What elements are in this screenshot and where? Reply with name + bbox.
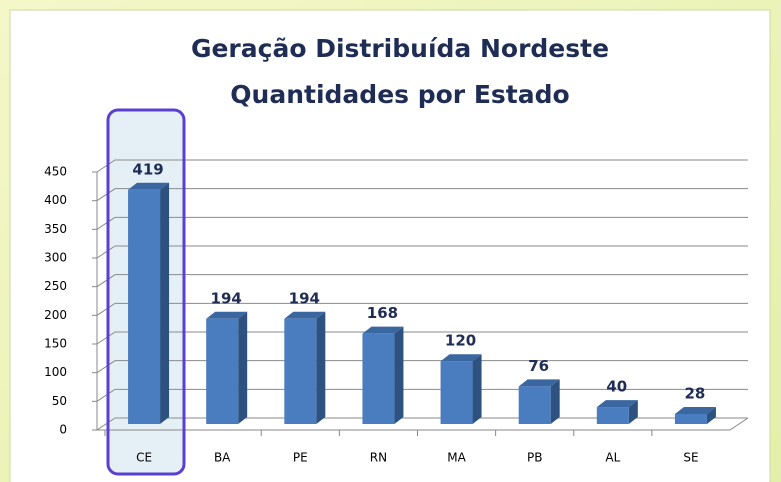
data-label: 168 bbox=[367, 304, 398, 322]
grid-line bbox=[96, 159, 748, 173]
bar-side bbox=[238, 311, 248, 424]
bar bbox=[674, 406, 716, 424]
y-tick-label: 450 bbox=[44, 165, 67, 179]
bar bbox=[362, 326, 404, 424]
data-label: 194 bbox=[211, 289, 242, 307]
bar bbox=[518, 379, 560, 424]
bar-side bbox=[550, 379, 560, 424]
bar-front bbox=[128, 189, 161, 424]
bar-top bbox=[284, 311, 326, 319]
x-tick-label: AL bbox=[605, 451, 620, 465]
bar-front bbox=[284, 318, 317, 424]
bar bbox=[440, 354, 482, 424]
x-tick-label: PB bbox=[527, 451, 542, 465]
x-tick-label: MA bbox=[447, 451, 466, 465]
bar bbox=[596, 400, 638, 424]
grid-line bbox=[96, 360, 748, 374]
bar-front bbox=[674, 413, 707, 424]
y-tick-label: 400 bbox=[44, 193, 67, 207]
x-tick-label: BA bbox=[214, 451, 231, 465]
bar-side bbox=[706, 406, 716, 424]
bar bbox=[128, 182, 170, 424]
bar-top bbox=[206, 311, 248, 319]
floor bbox=[97, 417, 749, 431]
data-label: 419 bbox=[132, 160, 163, 178]
grid-line bbox=[96, 245, 748, 259]
data-label: 28 bbox=[685, 384, 706, 402]
y-tick-label: 0 bbox=[59, 423, 67, 437]
data-label: 120 bbox=[445, 332, 476, 350]
bar-side bbox=[472, 354, 482, 424]
y-tick-label: 200 bbox=[44, 308, 67, 322]
bar-top bbox=[128, 182, 170, 190]
bar-top bbox=[518, 379, 560, 387]
grid-line bbox=[96, 274, 748, 288]
bar-side bbox=[628, 400, 638, 424]
x-tick-label: RN bbox=[370, 451, 387, 465]
highlight-box bbox=[106, 108, 186, 476]
bar-top bbox=[596, 400, 638, 408]
bar-top bbox=[362, 326, 404, 334]
bar-front bbox=[440, 361, 473, 424]
bar-front bbox=[362, 333, 395, 424]
grid-line bbox=[96, 188, 748, 202]
y-tick-label: 50 bbox=[52, 394, 67, 408]
grid-line bbox=[96, 331, 748, 345]
bar-front bbox=[206, 318, 239, 424]
bar-side bbox=[394, 326, 404, 424]
grid-line bbox=[96, 216, 748, 230]
data-label: 76 bbox=[528, 357, 549, 375]
bar-top bbox=[440, 354, 482, 362]
bar-side bbox=[316, 311, 326, 424]
bar-front bbox=[596, 407, 629, 424]
y-tick-label: 350 bbox=[44, 222, 67, 236]
data-label: 194 bbox=[289, 289, 320, 307]
y-tick-label: 100 bbox=[44, 365, 67, 379]
bar-top bbox=[674, 406, 716, 414]
x-tick-label: PE bbox=[293, 451, 308, 465]
x-tick-label: SE bbox=[683, 451, 698, 465]
y-tick-label: 250 bbox=[44, 279, 67, 293]
x-tick-label: CE bbox=[136, 451, 152, 465]
data-label: 40 bbox=[606, 378, 627, 396]
chart-subtitle: Quantidades por Estado bbox=[230, 80, 569, 109]
bar-side bbox=[160, 182, 170, 424]
bar-front bbox=[518, 386, 551, 424]
bar bbox=[284, 311, 326, 424]
bar bbox=[206, 311, 248, 424]
grid-line bbox=[96, 302, 748, 316]
y-tick-label: 150 bbox=[44, 337, 67, 351]
chart-title: Geração Distribuída Nordeste bbox=[191, 34, 609, 63]
y-tick-label: 300 bbox=[44, 251, 67, 265]
